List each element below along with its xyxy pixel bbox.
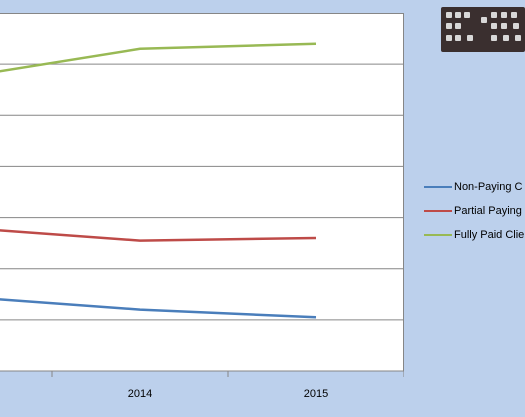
thumbnail-glyph-icon: [455, 35, 461, 41]
legend-label: Fully Paid Clie: [454, 229, 525, 241]
thumbnail-glyph-icon: [501, 23, 507, 29]
legend-swatch: [424, 210, 452, 212]
thumbnail-glyph-icon: [467, 35, 473, 41]
thumbnail-glyph-icon: [481, 17, 487, 23]
legend-swatch: [424, 234, 452, 236]
thumbnail-glyph-icon: [513, 23, 519, 29]
thumbnail-glyph-icon: [455, 23, 461, 29]
thumbnail-glyph-icon: [491, 23, 497, 29]
x-tick-label: 2014: [128, 388, 152, 400]
thumbnail-glyph-icon: [511, 12, 517, 18]
legend: Non-Paying C Partial Paying Fully Paid Cli…: [424, 175, 524, 247]
thumbnail-glyph-icon: [446, 35, 452, 41]
legend-item: Fully Paid Clie: [424, 223, 524, 247]
thumbnail-glyph-icon: [501, 12, 507, 18]
series-line: [0, 298, 317, 319]
thumbnail-glyph-icon: [515, 35, 521, 41]
thumbnail-glyph-icon: [464, 12, 470, 18]
thumbnail-glyph-icon: [446, 23, 452, 29]
legend-item: Partial Paying: [424, 199, 524, 223]
thumbnail-glyph-icon: [503, 35, 509, 41]
series-line: [0, 229, 317, 242]
thumbnail-glyph-icon: [446, 12, 452, 18]
series-line: [0, 42, 317, 73]
plot-area: 2014 2015: [0, 13, 404, 400]
thumbnail-glyph-icon: [455, 12, 461, 18]
thumbnail-glyph-icon: [491, 12, 497, 18]
x-tick-label: 2015: [304, 388, 328, 400]
toolbar-thumbnail-image: [441, 7, 525, 52]
legend-swatch: [424, 186, 452, 188]
legend-label: Partial Paying: [454, 205, 522, 217]
thumbnail-glyph-icon: [491, 35, 497, 41]
line-chart: 2014 2015: [0, 13, 404, 400]
legend-item: Non-Paying C: [424, 175, 524, 199]
legend-label: Non-Paying C: [454, 181, 523, 193]
